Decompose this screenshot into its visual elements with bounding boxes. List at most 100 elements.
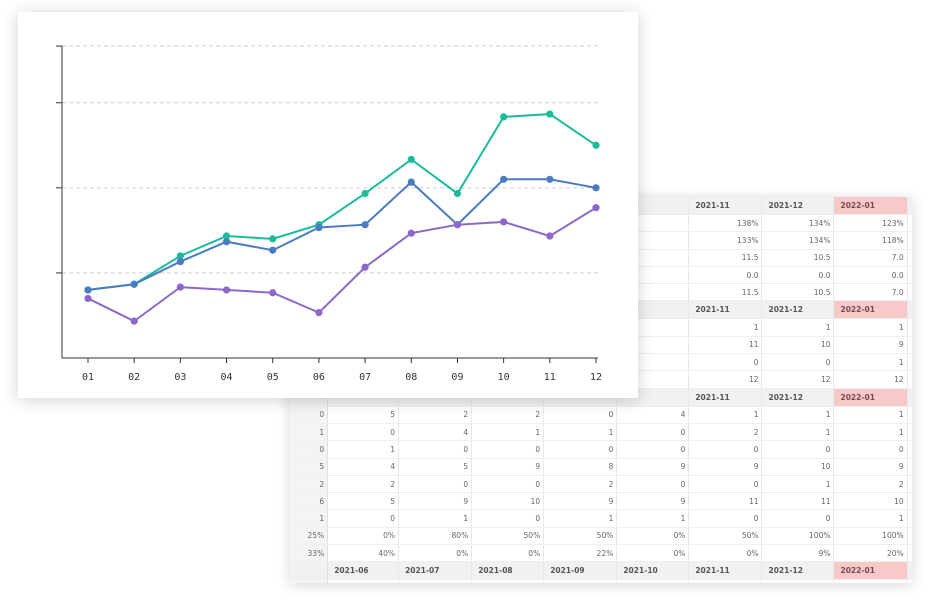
table-cell: 0 [688,353,763,372]
table-cell: 0.0 [907,249,912,267]
table-cell: 0 [907,475,912,494]
data-point[interactable] [453,189,462,198]
table-cell [290,561,329,581]
table-cell: 0 [907,318,912,337]
table-header-cell: 2022-01 [833,561,908,581]
data-point[interactable] [407,229,415,237]
table-header-cell: 2021-08 [471,561,545,581]
table-cell: 0% [616,527,690,546]
data-point[interactable] [84,294,92,303]
x-tick-label: 05 [267,372,279,383]
data-point[interactable] [500,218,508,226]
table-cell: 0 [616,440,690,459]
data-point[interactable] [176,257,184,266]
table-cell: 10 [833,492,908,511]
table-row: 0522041110 [290,406,912,424]
table-cell: 0 [290,440,329,459]
table-cell: 0.0 [761,266,835,285]
data-point[interactable] [130,280,138,288]
table-row: 25%0%80%50%50%0%50%100%100%0% [290,527,912,546]
series-lines [84,110,600,325]
table-header-cell: 2021-12 [761,388,835,407]
table-header-cell: 2022-01 [833,388,908,407]
table-cell: 0 [688,579,763,583]
data-point[interactable] [407,155,415,164]
table-cell: 9 [471,458,545,476]
data-point[interactable] [315,223,323,232]
data-point[interactable] [361,189,369,198]
table-header-cell: 2021-12 [761,561,835,581]
table-cell: 0% [327,527,400,546]
table-cell: 0% [907,527,912,546]
table-cell: 5 [327,406,400,424]
table-cell: 2 [833,475,908,494]
data-point[interactable] [592,184,600,192]
x-tick-label: 09 [451,372,463,383]
data-point[interactable] [222,238,231,246]
table-header-cell: 2022-02 [907,561,912,581]
data-point[interactable] [361,221,369,229]
data-point[interactable] [130,317,138,325]
table-cell: 0 [688,509,763,528]
data-point[interactable] [84,286,92,294]
data-point[interactable] [222,232,231,240]
table-row: 1010110010 [290,509,912,528]
data-point[interactable] [407,178,415,186]
data-point[interactable] [269,289,277,297]
axes [61,46,598,359]
table-cell: 123% [833,214,908,233]
table-cell: 9 [543,492,618,511]
table-cell: 2 [688,423,763,442]
table-cell: 1 [471,423,545,442]
series-line [87,178,597,291]
table-cell: 0 [833,579,908,583]
data-point[interactable] [500,175,508,183]
table-cell: 6 [290,492,329,511]
data-point[interactable] [361,263,369,271]
x-tick-label: 11 [544,372,556,383]
table-cell: 2 [290,475,329,494]
data-point[interactable] [546,110,554,118]
table-cell: 0 [327,579,400,583]
data-point[interactable] [546,175,554,183]
table-cell [290,579,329,583]
data-point[interactable] [546,232,554,240]
table-cell: 1 [327,440,400,459]
data-point[interactable] [176,283,184,291]
table-cell: 0 [907,370,912,389]
table-cell: 0 [833,440,908,459]
data-point[interactable] [269,246,277,254]
data-point[interactable] [592,204,600,212]
table-row: 2200200120 [290,475,912,494]
table-cell: 9% [761,544,835,563]
table-cell: 11 [761,492,835,511]
data-point[interactable] [269,235,277,243]
table-cell: 0 [907,406,912,424]
table-cell: 0 [543,406,618,424]
data-point[interactable] [176,252,184,260]
table-header-cell: 2021-10 [616,561,690,581]
data-point[interactable] [500,113,508,121]
table-cell: 4 [327,458,400,476]
table-cell: 0 [398,475,473,494]
table-cell: 2 [471,406,545,424]
data-point[interactable] [315,309,323,317]
data-point[interactable] [222,286,231,294]
table-cell: 0% [398,544,473,563]
series-2 [84,175,600,294]
table-header-cell: 2022-02 [907,197,912,215]
table-cell: 0 [907,544,912,563]
table-cell: 10 [471,492,545,511]
table-cell: 138% [688,214,763,233]
table-cell: 12 [833,370,908,389]
table-header-cell: 2021-11 [688,561,763,581]
table-cell: 133% [688,231,763,250]
table-cell: 50% [471,527,545,546]
x-tick-label: 12 [590,372,602,383]
table-cell: 0 [616,423,690,442]
x-tick-label: 07 [359,372,371,383]
table-cell: 1 [688,406,763,424]
data-point[interactable] [453,221,462,229]
data-point[interactable] [592,141,600,149]
